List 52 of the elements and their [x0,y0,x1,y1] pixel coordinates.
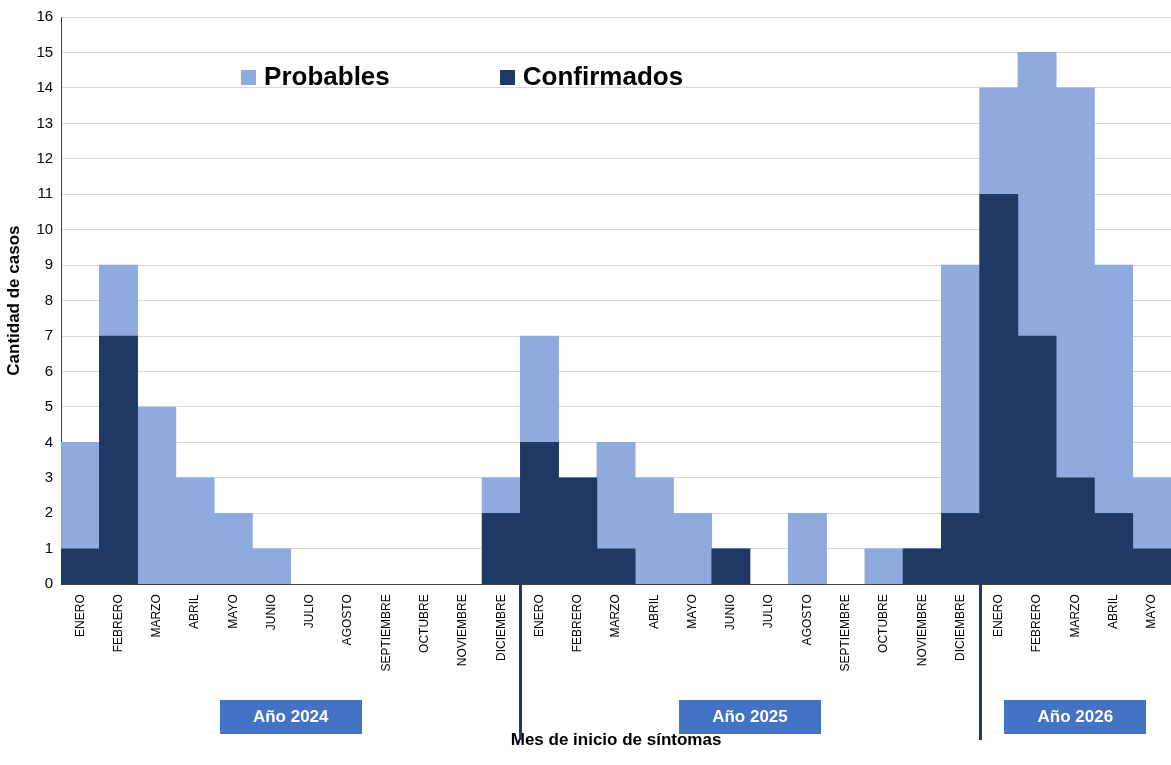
y-tick-label: 12 [36,148,54,166]
x-tick-label: MARZO [149,594,164,638]
y-tick-label: 2 [44,503,54,521]
x-tick-label: ABRIL [646,593,661,629]
text: Año 2025 [712,707,788,726]
y-tick-label: 15 [36,42,54,60]
x-tick-label: JULIO [302,594,317,629]
y-tick-label: 3 [44,468,54,486]
legend-label: Confirmados [521,61,684,92]
x-tick-label: FEBRERO [110,594,125,653]
x-tick-label: DICIEMBRE [952,594,967,661]
x-tick-label: ABRIL [1105,593,1120,629]
y-tick-label: 11 [37,184,54,202]
y-tick-label: 8 [44,290,54,308]
y-tick-label: 14 [36,78,54,96]
text: Año 2026 [1004,700,1147,734]
y-tick-label: 10 [36,219,54,237]
x-tick-label: ENERO [991,594,1006,637]
y-tick-label: 13 [36,113,54,131]
x-tick-label: OCTUBRE [416,594,431,653]
x-tick-label: JUNIO [263,594,278,631]
y-axis-title: Cantidad de casos [3,225,23,376]
x-tick-label: MAYO [1144,594,1159,629]
x-tick-label: MAYO [684,594,699,629]
x-tick-label: ENERO [72,594,87,637]
y-tick-label: 5 [44,397,54,415]
y-tick-label: 16 [36,7,54,25]
x-tick-label: ENERO [531,594,546,637]
x-tick-label: MARZO [1067,594,1082,638]
legend-label: Probables [263,61,390,92]
x-tick-label: SEPTIEMBRE [837,594,852,672]
x-tick-label: FEBRERO [1029,594,1044,653]
x-tick-label: SEPTIEMBRE [378,594,393,672]
y-tick-label: 4 [44,432,54,450]
x-tick-label: NOVIEMBRE [455,594,470,667]
x-tick-label: ABRIL [187,593,202,629]
y-tick-label: 7 [44,326,54,344]
y-tick-label: 0 [44,574,54,592]
x-tick-label: DICIEMBRE [493,594,508,661]
x-tick-label: NOVIEMBRE [914,594,929,667]
x-tick-label: AGOSTO [799,594,814,646]
x-tick-label: MARZO [608,594,623,638]
text: Año 2024 [219,700,362,734]
x-tick-label: FEBRERO [570,594,585,653]
x-tick-label: JULIO [761,594,776,629]
x-tick-label: JUNIO [723,594,738,631]
y-tick-label: 1 [44,538,54,556]
x-tick-label: AGOSTO [340,594,355,646]
y-tick-label: 9 [44,255,54,273]
y-tick-label: 6 [44,361,54,379]
x-tick-label: MAYO [225,594,240,629]
x-tick-label: OCTUBRE [876,594,891,653]
